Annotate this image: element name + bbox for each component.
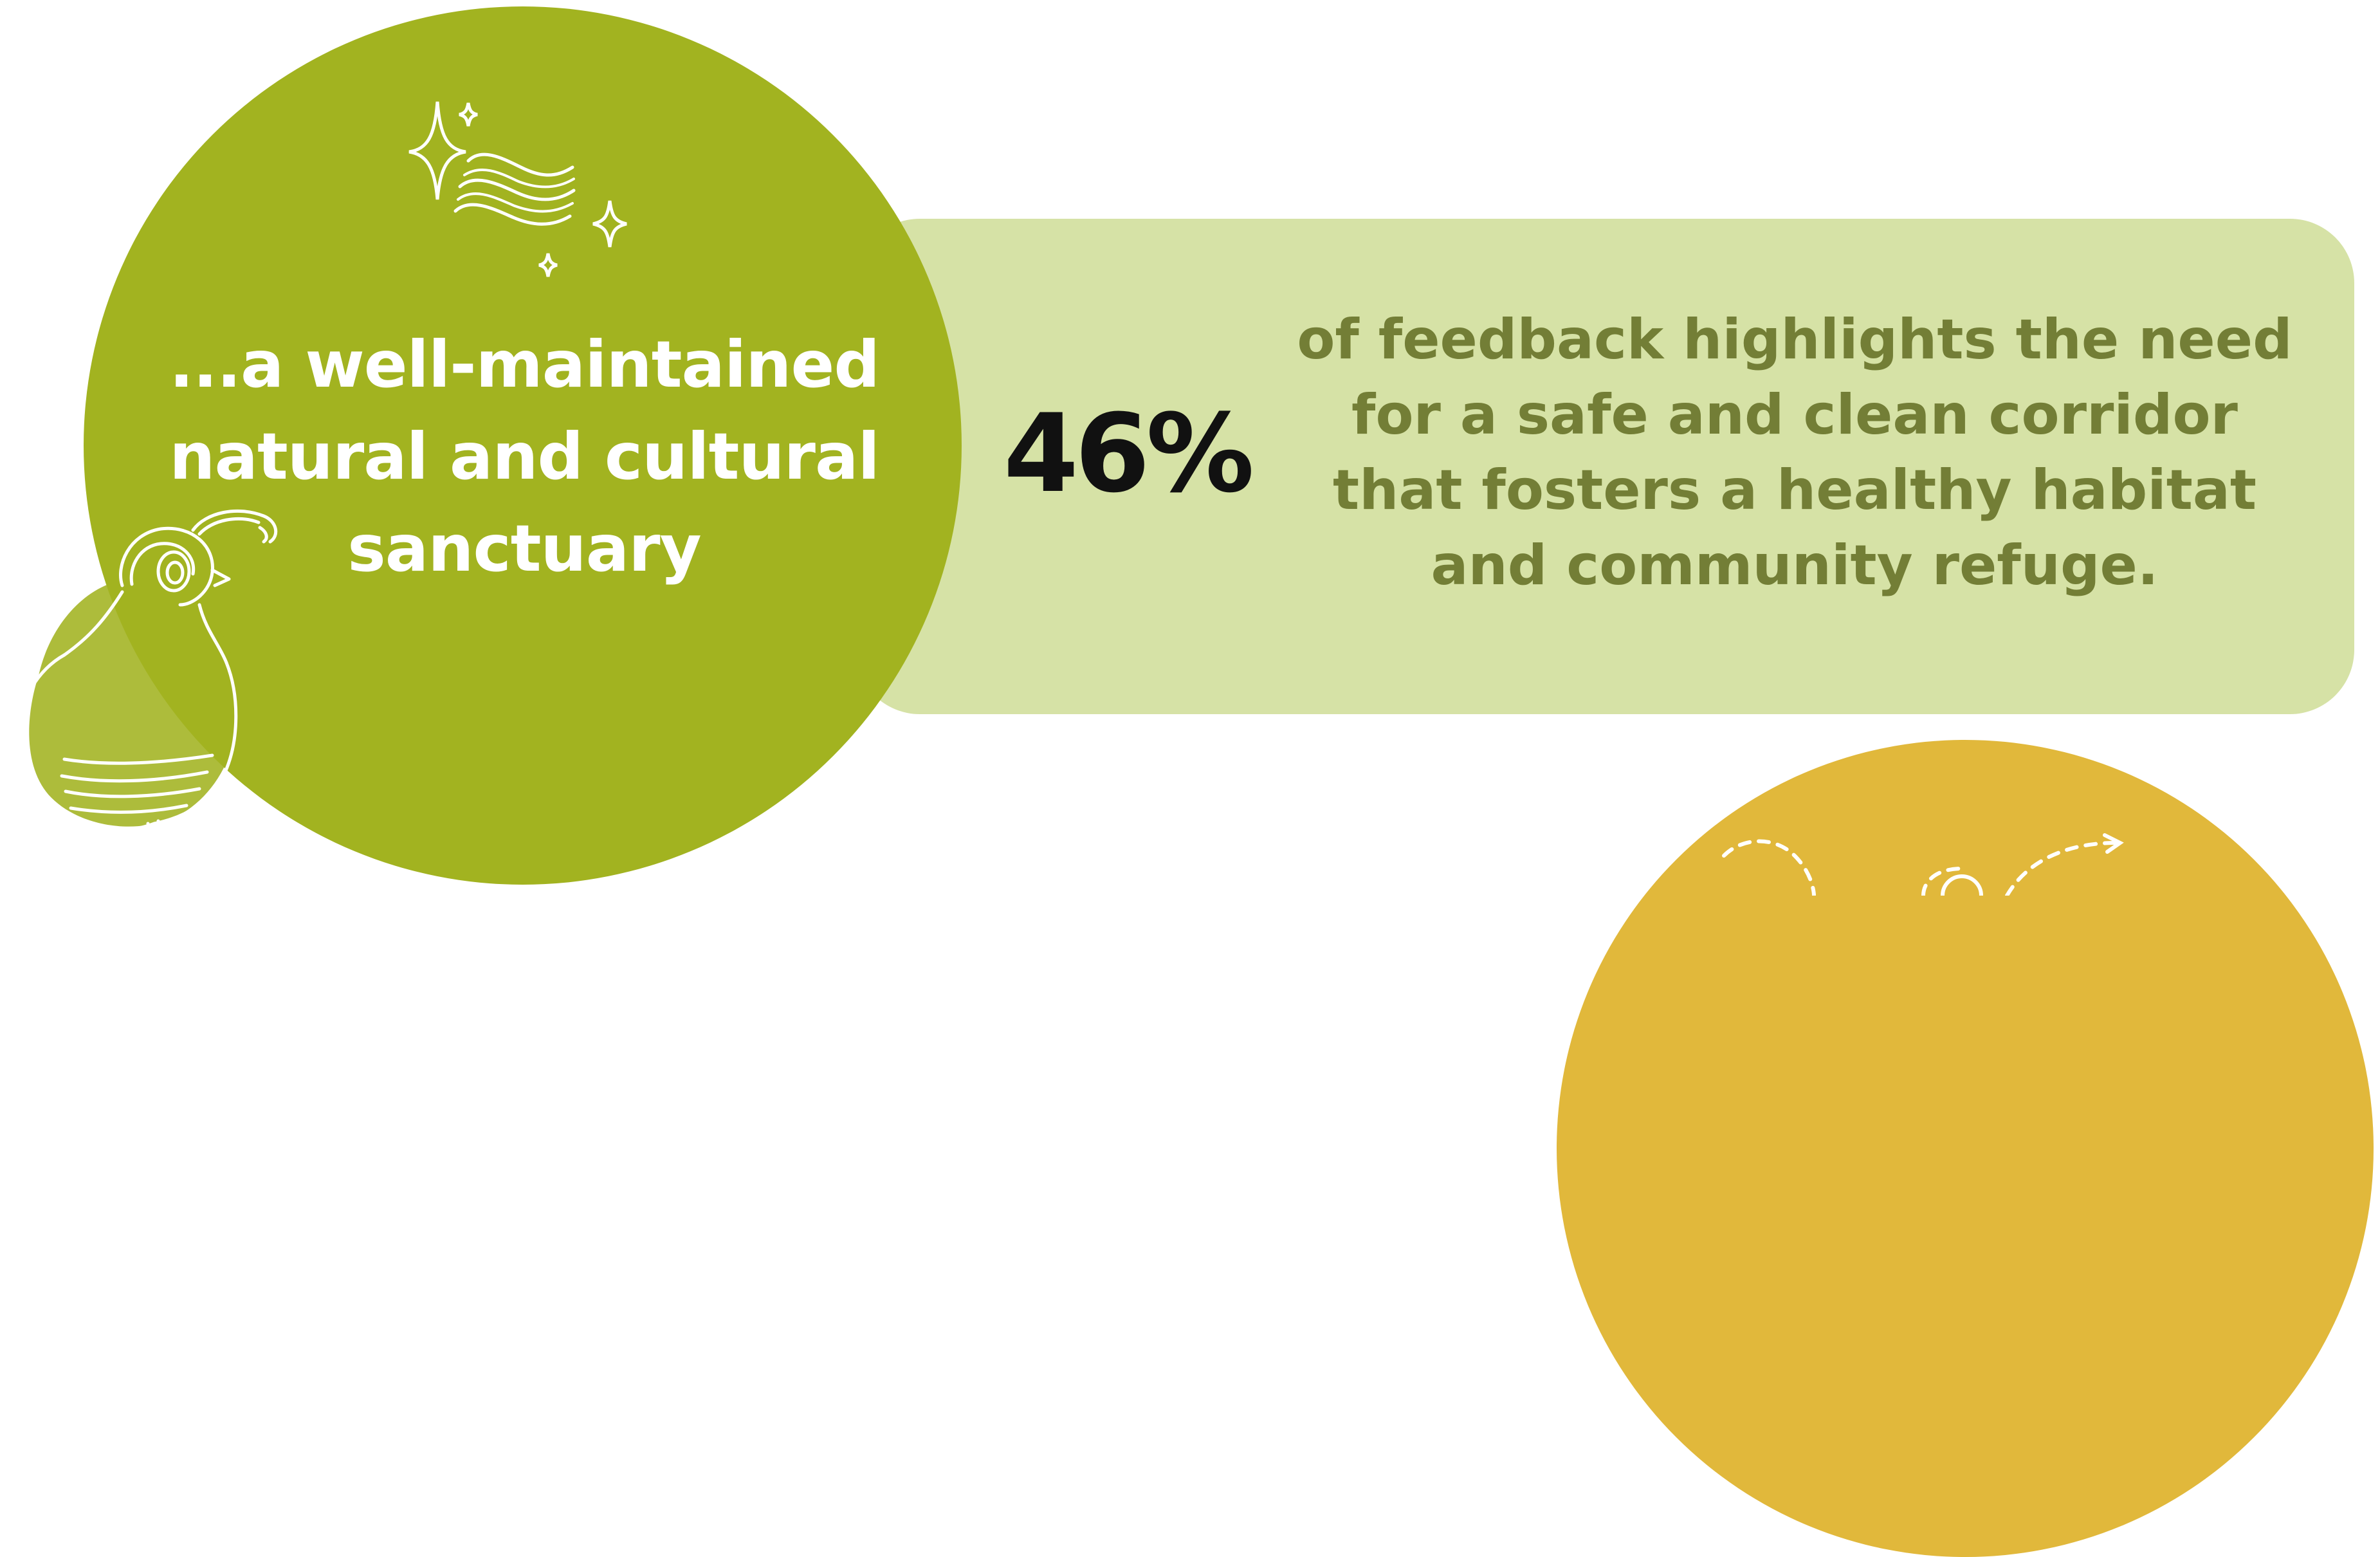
stat-number: 46% (1003, 396, 1250, 511)
stat-description: of feedback highlights the need for a sa… (1280, 302, 2309, 603)
dashed-path-icon (1705, 830, 2155, 896)
sparkle-wind-icon (386, 90, 656, 296)
quail-icon (0, 508, 296, 896)
